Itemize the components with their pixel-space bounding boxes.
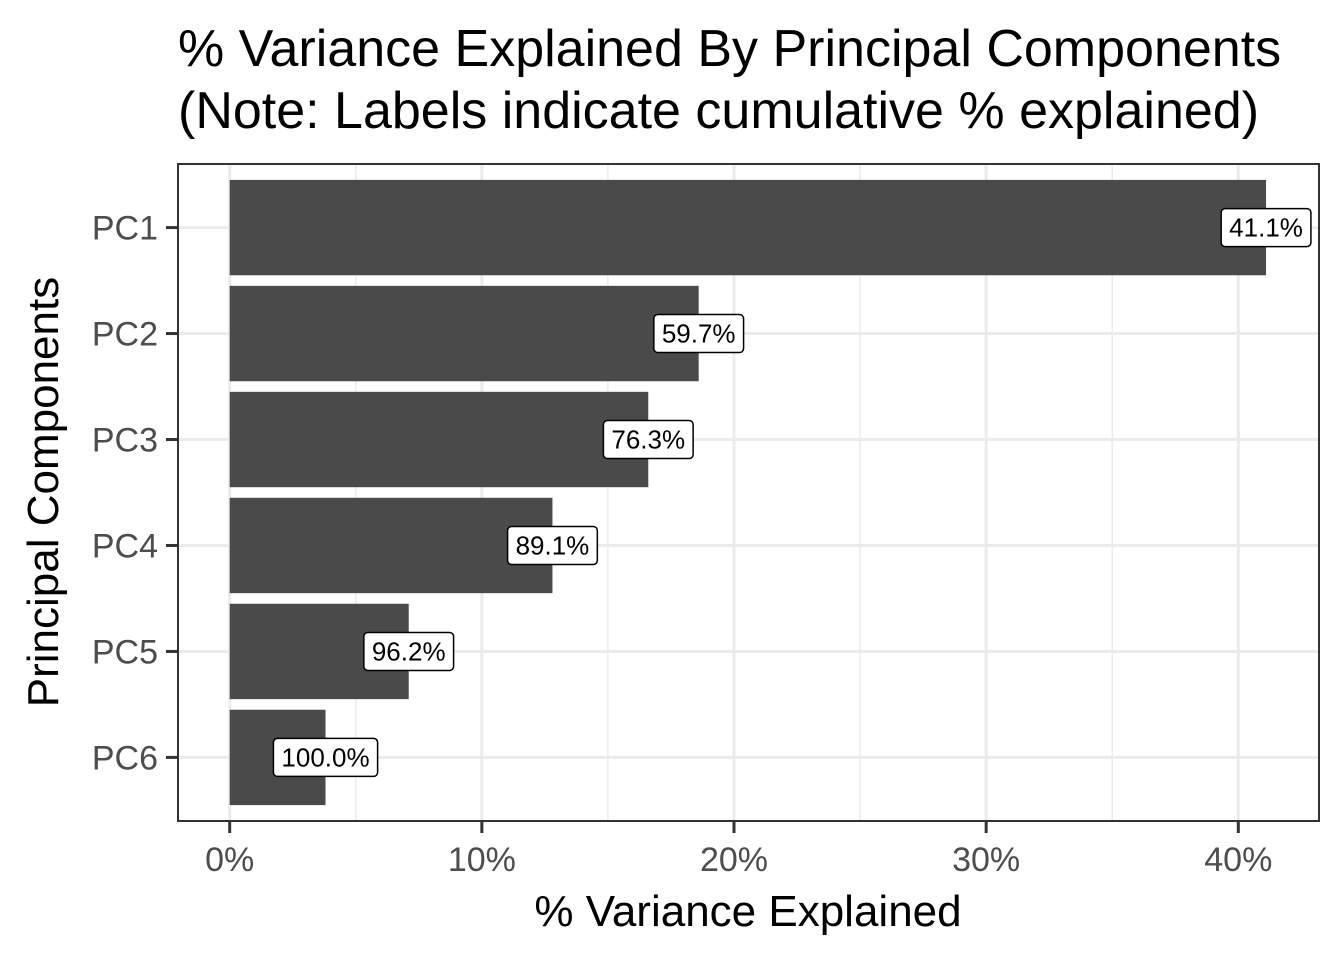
data-label: 41.1% [1220, 207, 1312, 248]
data-label-text: 59.7% [662, 319, 736, 349]
x-tick-label: 0% [205, 841, 254, 879]
x-tick-label: 30% [952, 841, 1020, 879]
y-tick-label: PC1 [92, 210, 158, 248]
chart-title: % Variance Explained By Principal Compon… [178, 20, 1281, 78]
bar-pc1 [229, 179, 1267, 276]
y-tick-label: PC2 [92, 316, 158, 354]
x-axis: 0% 10% 20% 30% 40% [205, 821, 1272, 879]
data-label-box [1220, 207, 1312, 248]
data-label-box [653, 313, 745, 354]
data-label-text: 96.2% [372, 636, 446, 666]
data-label-box [272, 737, 379, 778]
x-tick-label: 40% [1204, 841, 1272, 879]
y-tick-label: PC6 [92, 739, 158, 777]
data-label-text: 76.3% [611, 425, 685, 455]
panel-border [177, 163, 1320, 822]
x-tick-label: 10% [448, 841, 516, 879]
y-tick-label: PC4 [92, 527, 158, 565]
y-tick-label: PC3 [92, 422, 158, 460]
bar-pc3 [229, 391, 649, 488]
data-label: 76.3% [602, 419, 694, 460]
x-tick-label: 20% [700, 841, 768, 879]
data-label-box [506, 525, 599, 566]
data-label: 96.2% [363, 631, 455, 672]
data-labels: 41.1% 59.7% 76.3% 89.1% 96.2% 100.0% [272, 207, 1312, 778]
data-label-text: 41.1% [1229, 213, 1303, 243]
data-label-text: 100.0% [281, 742, 369, 772]
data-label-box [602, 419, 694, 460]
data-label: 59.7% [653, 313, 745, 354]
data-label: 100.0% [272, 737, 379, 778]
data-label: 89.1% [506, 525, 599, 566]
y-axis-title: Principal Components [19, 277, 68, 707]
y-axis: PC1 PC2 PC3 PC4 PC5 PC6 [92, 210, 178, 777]
y-tick-label: PC5 [92, 633, 158, 671]
data-label-text: 89.1% [516, 530, 590, 560]
bars [229, 179, 1267, 806]
chart-subtitle: (Note: Labels indicate cumulative % expl… [178, 82, 1259, 140]
data-label-box [363, 631, 455, 672]
x-axis-title: % Variance Explained [534, 887, 961, 936]
bar-pc2 [229, 285, 699, 382]
bar-pc4 [229, 497, 553, 594]
